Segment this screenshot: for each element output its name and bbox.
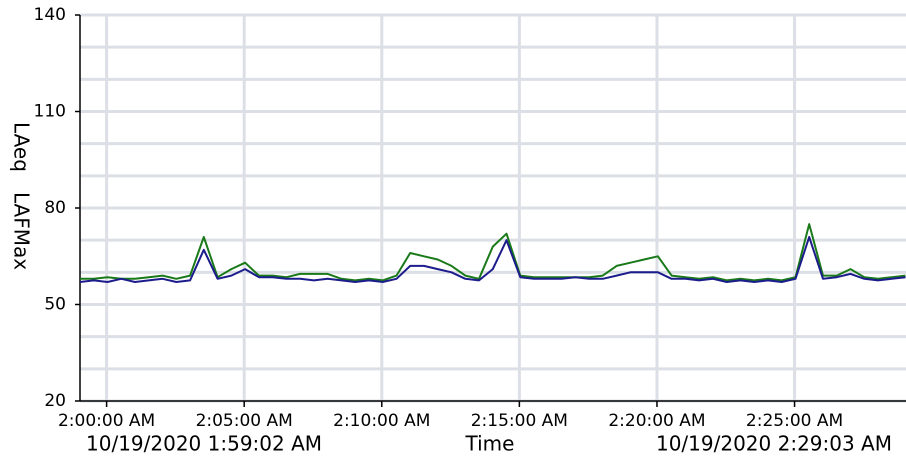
y-tick-label: 20	[44, 391, 66, 411]
x-tick-label: 2:10:00 AM	[333, 411, 430, 431]
x-end-label: 10/19/2020 2:29:03 AM	[656, 432, 892, 456]
y-axis-label: LAeq	[10, 122, 34, 172]
y-tick-label: 80	[44, 198, 66, 218]
x-axis-label: Time	[465, 432, 515, 456]
y-tick-label: 110	[34, 102, 66, 122]
series-line	[79, 236, 906, 283]
x-tick-label: 2:00:00 AM	[58, 411, 155, 431]
x-start-label: 10/19/2020 1:59:02 AM	[86, 432, 322, 456]
y-tick-label: 140	[34, 5, 66, 25]
x-tick-label: 2:15:00 AM	[471, 411, 568, 431]
y-axis-label: LAFMax	[10, 192, 34, 270]
x-tick-label: 2:25:00 AM	[746, 411, 843, 431]
y-tick-label: 50	[44, 295, 66, 315]
x-tick-label: 2:20:00 AM	[608, 411, 705, 431]
x-tick-label: 2:05:00 AM	[196, 411, 293, 431]
